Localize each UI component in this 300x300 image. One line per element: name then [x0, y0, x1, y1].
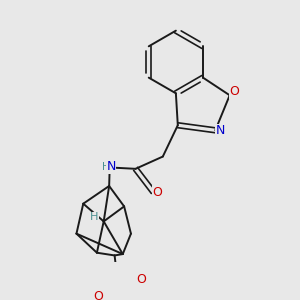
Text: H: H — [90, 212, 98, 222]
Text: O: O — [152, 186, 162, 199]
Text: N: N — [106, 160, 116, 173]
Text: O: O — [136, 274, 146, 286]
Text: O: O — [93, 290, 103, 300]
Text: H: H — [102, 162, 110, 172]
Text: O: O — [230, 85, 239, 98]
Text: N: N — [216, 124, 226, 137]
